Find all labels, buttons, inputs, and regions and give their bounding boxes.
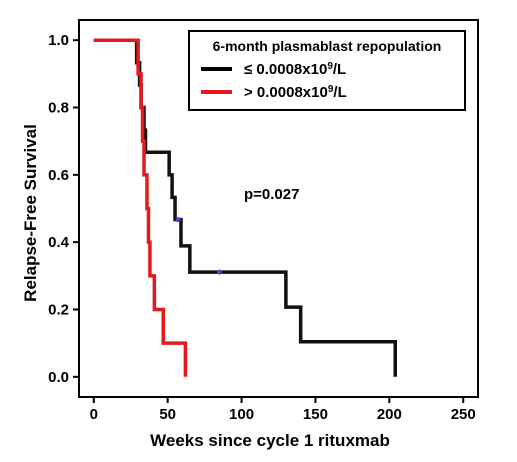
x-tick-label: 100 [229,406,254,423]
series-1-step-line [93,38,188,377]
x-tick-label: 50 [159,406,176,423]
x-tick-label: 0 [90,406,98,423]
legend-box [188,30,466,111]
x-tick-label: 250 [451,406,476,423]
y-tick-label: 0.8 [48,100,69,117]
legend: 6-month plasmablast repopulation ≤ 0.000… [188,30,466,111]
series-layer [93,38,397,377]
x-axis-label: Weeks since cycle 1 rituxmab [150,431,390,450]
censor-mark [216,269,222,275]
axis-ticks: 0 50 100 150 200 250 0.0 0.2 0.4 0.6 0.8 1.0 [48,32,476,423]
legend-entry-label: ≤ 0.0008x109/L [244,61,346,79]
p-value-annotation: p=0.027 [244,186,299,203]
y-tick-label: 0.4 [48,234,70,251]
y-axis-label: Relapse-Free Survival [21,124,40,302]
y-tick-label: 0.6 [48,167,69,184]
censor-mark [175,217,181,223]
legend-title: 6-month plasmablast repopulation [213,38,442,54]
y-tick-label: 0.2 [48,301,69,318]
x-tick-label: 150 [303,406,328,423]
x-tick-label: 200 [377,406,402,423]
y-tick-label: 0.0 [48,369,69,386]
y-tick-label: 1.0 [48,32,69,49]
plot-frame [78,19,479,398]
legend-entry-label: > 0.0008x109/L [244,84,347,102]
